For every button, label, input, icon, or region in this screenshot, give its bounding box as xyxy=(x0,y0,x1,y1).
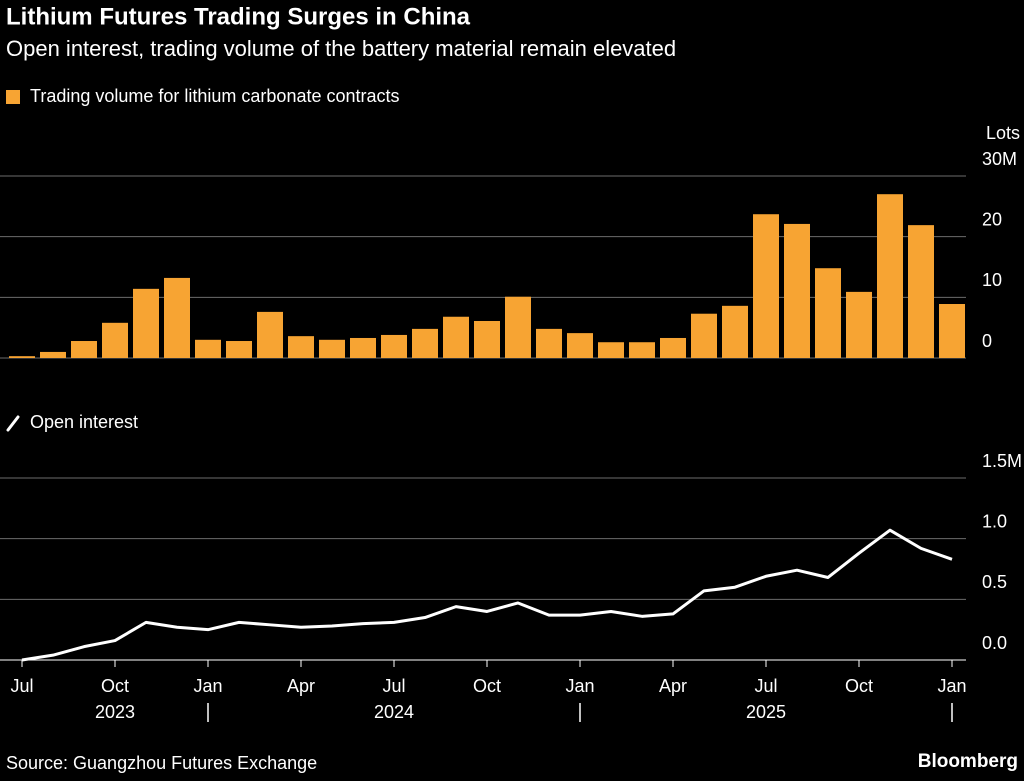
y-tick-label: 20 xyxy=(982,209,1002,229)
bar xyxy=(412,328,438,358)
y-tick-label: 0.0 xyxy=(982,633,1007,653)
chart-subtitle: Open interest, trading volume of the bat… xyxy=(6,36,676,61)
bar xyxy=(660,337,686,358)
y-axis-label: Lots xyxy=(986,123,1020,143)
y-tick-label: 0.5 xyxy=(982,572,1007,592)
bar xyxy=(784,223,810,358)
legend-label: Trading volume for lithium carbonate con… xyxy=(30,86,400,106)
x-tick-label: Jul xyxy=(754,676,777,696)
legend-swatch xyxy=(6,415,20,432)
bar xyxy=(908,225,934,358)
y-tick-label: 1.0 xyxy=(982,511,1007,531)
bar xyxy=(9,356,35,358)
bar xyxy=(288,336,314,358)
x-year-label: 2023 xyxy=(95,702,135,722)
y-tick-label: 30M xyxy=(982,149,1017,169)
x-year-label: 2025 xyxy=(746,702,786,722)
bar xyxy=(226,341,252,358)
legend-swatch xyxy=(6,90,20,104)
y-tick-label: 1.5M xyxy=(982,451,1022,471)
bar xyxy=(133,288,159,358)
bar xyxy=(846,291,872,358)
legend-label: Open interest xyxy=(30,412,138,432)
x-tick-label: Oct xyxy=(845,676,873,696)
bar xyxy=(164,277,190,358)
bar xyxy=(350,337,376,358)
x-tick-label: Oct xyxy=(101,676,129,696)
bar xyxy=(598,342,624,358)
bar xyxy=(753,214,779,358)
brand: Bloomberg xyxy=(918,751,1018,772)
bar xyxy=(505,296,531,358)
line-series xyxy=(21,528,953,662)
x-tick-label: Jul xyxy=(382,676,405,696)
chart-title: Lithium Futures Trading Surges in China xyxy=(6,3,471,30)
x-tick-label: Apr xyxy=(287,676,315,696)
bar xyxy=(195,339,221,358)
bar xyxy=(939,304,965,358)
bar xyxy=(40,351,66,358)
x-tick-label: Oct xyxy=(473,676,501,696)
x-tick-label: Jan xyxy=(193,676,222,696)
x-tick-label: Apr xyxy=(659,676,687,696)
bar xyxy=(319,339,345,358)
bar xyxy=(877,194,903,358)
y-tick-label: 0 xyxy=(982,331,992,351)
x-tick-label: Jan xyxy=(565,676,594,696)
bar xyxy=(257,311,283,358)
source-note: Source: Guangzhou Futures Exchange xyxy=(6,753,317,773)
y-tick-label: 10 xyxy=(982,270,1002,290)
x-tick-label: Jan xyxy=(937,676,966,696)
bar xyxy=(567,333,593,358)
x-tick-label: Jul xyxy=(10,676,33,696)
bar xyxy=(102,322,128,358)
bar xyxy=(629,342,655,358)
bar xyxy=(815,268,841,358)
bar xyxy=(443,316,469,358)
bar xyxy=(71,341,97,358)
bar xyxy=(536,328,562,358)
bar xyxy=(381,334,407,358)
bar xyxy=(474,320,500,358)
x-year-label: 2024 xyxy=(374,702,414,722)
bar xyxy=(722,305,748,358)
bar xyxy=(691,313,717,358)
